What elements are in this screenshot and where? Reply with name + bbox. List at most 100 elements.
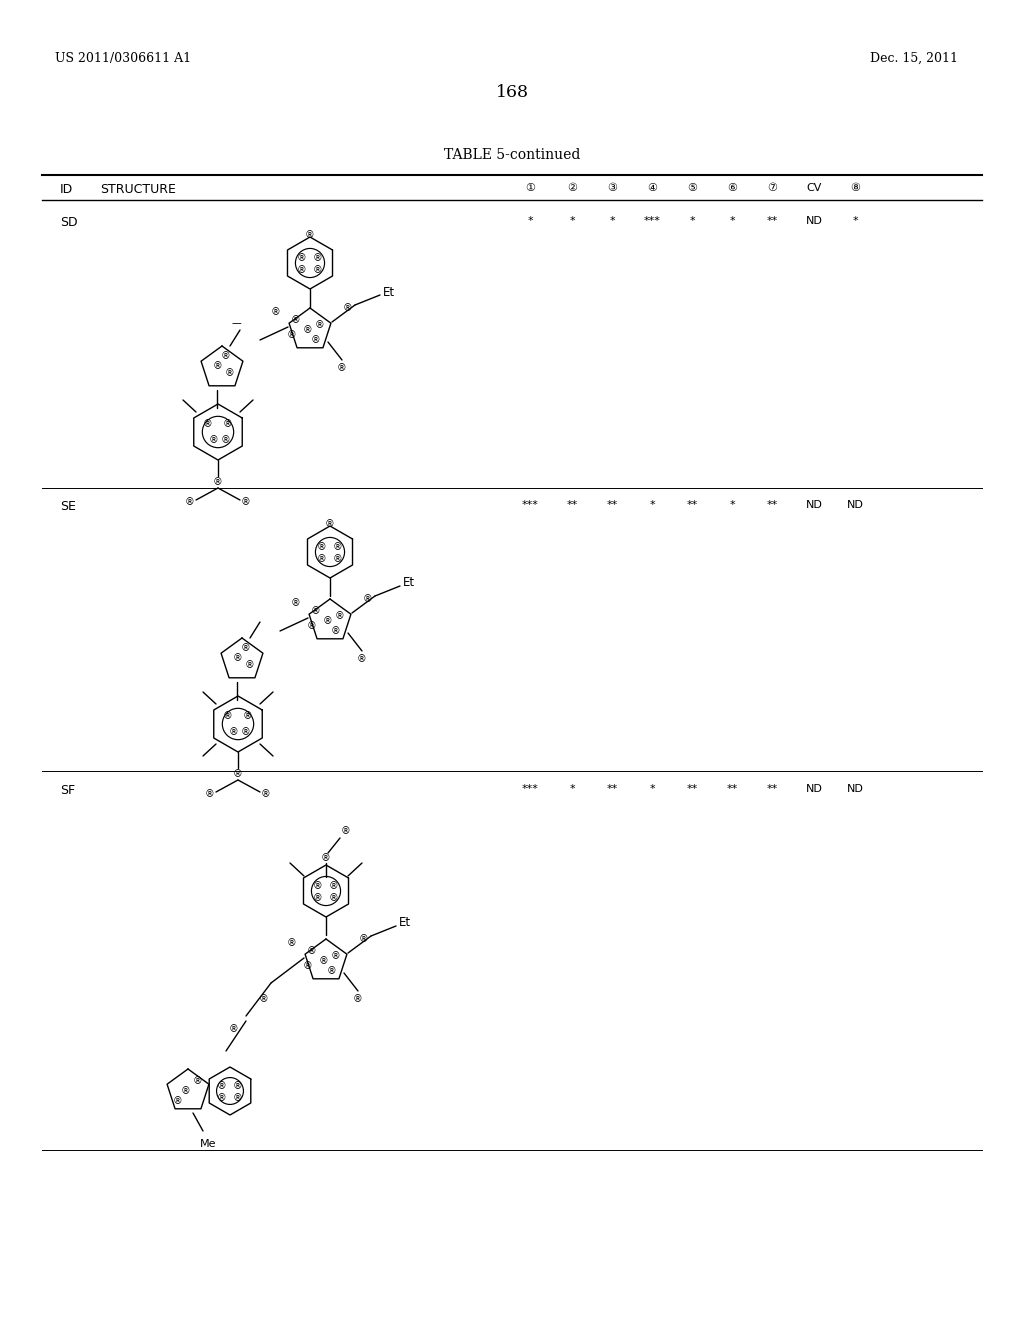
Text: ***: *** xyxy=(521,784,539,795)
Text: ®: ® xyxy=(333,554,343,564)
Text: **: ** xyxy=(766,784,777,795)
Text: SD: SD xyxy=(60,216,78,228)
Text: ®: ® xyxy=(287,330,297,341)
Text: *: * xyxy=(609,216,614,226)
Text: ®: ® xyxy=(233,1081,243,1092)
Text: Et: Et xyxy=(399,916,411,929)
Text: ®: ® xyxy=(286,939,296,948)
Text: ®: ® xyxy=(311,606,321,616)
Text: ®: ® xyxy=(203,418,213,429)
Text: ®: ® xyxy=(208,436,218,445)
Text: **: ** xyxy=(606,784,617,795)
Text: CV: CV xyxy=(806,183,821,193)
Text: ®: ® xyxy=(291,315,301,325)
Text: *: * xyxy=(569,216,574,226)
Text: 168: 168 xyxy=(496,84,528,102)
Text: ®: ® xyxy=(205,789,215,799)
Text: ®: ® xyxy=(232,653,242,663)
Text: —: — xyxy=(231,318,241,327)
Text: ®: ® xyxy=(313,894,323,903)
Text: ®: ® xyxy=(357,653,367,664)
Text: Et: Et xyxy=(403,577,415,590)
Text: *: * xyxy=(689,216,695,226)
Text: *: * xyxy=(729,500,735,510)
Text: **: ** xyxy=(766,216,777,226)
Text: ®: ® xyxy=(217,1093,227,1104)
Text: ®: ® xyxy=(233,1093,243,1104)
Text: ®: ® xyxy=(305,230,314,240)
Text: ®: ® xyxy=(319,956,329,966)
Text: ®: ® xyxy=(340,826,350,836)
Text: *: * xyxy=(649,784,654,795)
Text: ®: ® xyxy=(303,961,313,972)
Text: ®: ® xyxy=(337,363,347,374)
Text: ®: ® xyxy=(261,789,271,799)
Text: ®: ® xyxy=(297,253,307,263)
Text: ®: ® xyxy=(270,308,280,317)
Text: ®: ® xyxy=(326,966,336,975)
Text: **: ** xyxy=(686,500,697,510)
Text: ®: ® xyxy=(228,727,238,737)
Text: Et: Et xyxy=(383,285,395,298)
Text: ®: ® xyxy=(329,894,339,903)
Text: ®: ® xyxy=(240,643,250,653)
Text: ®: ® xyxy=(225,368,234,378)
Text: ®: ® xyxy=(223,711,232,721)
Text: ®: ® xyxy=(307,620,316,631)
Text: SE: SE xyxy=(60,500,76,513)
Text: ®: ® xyxy=(212,360,222,371)
Text: **: ** xyxy=(606,500,617,510)
Text: SF: SF xyxy=(60,784,75,797)
Text: ®: ® xyxy=(322,853,331,863)
Text: *: * xyxy=(569,784,574,795)
Text: ND: ND xyxy=(847,784,863,795)
Text: ®: ® xyxy=(343,304,353,313)
Text: ®: ® xyxy=(331,950,341,961)
Text: ®: ® xyxy=(245,660,255,671)
Text: ®: ® xyxy=(259,994,269,1005)
Text: ®: ® xyxy=(359,935,369,944)
Text: ®: ® xyxy=(241,727,251,737)
Text: ®: ® xyxy=(326,519,335,529)
Text: ®: ® xyxy=(194,1076,203,1086)
Text: ®: ® xyxy=(353,994,362,1005)
Text: ***: *** xyxy=(643,216,660,226)
Text: **: ** xyxy=(566,500,578,510)
Text: ®: ® xyxy=(223,418,232,429)
Text: ®: ® xyxy=(313,253,323,263)
Text: ®: ® xyxy=(310,335,319,345)
Text: ⑤: ⑤ xyxy=(687,183,697,193)
Text: ③: ③ xyxy=(607,183,617,193)
Text: ®: ® xyxy=(241,498,251,507)
Text: ®: ® xyxy=(317,554,327,564)
Text: ®: ® xyxy=(213,477,223,487)
Text: *: * xyxy=(729,216,735,226)
Text: **: ** xyxy=(686,784,697,795)
Text: US 2011/0306611 A1: US 2011/0306611 A1 xyxy=(55,51,191,65)
Text: ®: ® xyxy=(313,880,323,891)
Text: ®: ® xyxy=(221,436,230,445)
Text: ®: ® xyxy=(335,611,345,620)
Text: STRUCTURE: STRUCTURE xyxy=(100,183,176,195)
Text: ®: ® xyxy=(217,1081,227,1092)
Text: ***: *** xyxy=(521,500,539,510)
Text: TABLE 5-continued: TABLE 5-continued xyxy=(443,148,581,162)
Text: ND: ND xyxy=(806,216,822,226)
Text: ⑦: ⑦ xyxy=(767,183,777,193)
Text: **: ** xyxy=(726,784,737,795)
Text: ®: ® xyxy=(324,616,333,626)
Text: *: * xyxy=(852,216,858,226)
Text: ID: ID xyxy=(60,183,74,195)
Text: ®: ® xyxy=(317,543,327,552)
Text: ®: ® xyxy=(185,498,195,507)
Text: Dec. 15, 2011: Dec. 15, 2011 xyxy=(870,51,958,65)
Text: *: * xyxy=(649,500,654,510)
Text: ®: ® xyxy=(313,265,323,275)
Text: ④: ④ xyxy=(647,183,657,193)
Text: *: * xyxy=(527,216,532,226)
Text: ®: ® xyxy=(233,770,243,779)
Text: ®: ® xyxy=(329,880,339,891)
Text: ®: ® xyxy=(180,1086,189,1096)
Text: ®: ® xyxy=(290,598,300,609)
Text: ®: ® xyxy=(303,325,313,335)
